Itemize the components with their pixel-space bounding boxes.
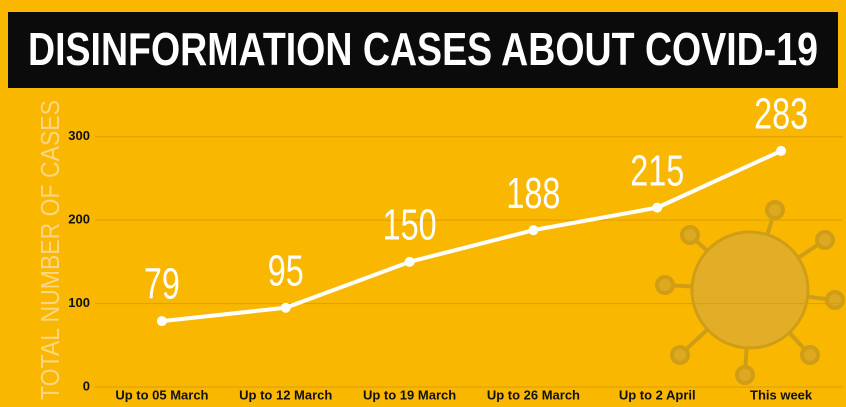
point <box>280 302 291 313</box>
data-label: 95 <box>268 246 304 295</box>
x-tick-label: This week <box>750 387 813 402</box>
data-label: 188 <box>506 169 560 218</box>
y-tick-label: 300 <box>68 128 90 143</box>
data-label: 79 <box>144 260 180 309</box>
point <box>404 256 415 267</box>
data-label: 283 <box>754 90 808 139</box>
y-axis-label: TOTAL NUMBER OF CASES <box>35 100 65 400</box>
x-tick-label: Up to 26 March <box>487 387 580 402</box>
point <box>776 145 787 156</box>
point <box>652 202 663 213</box>
y-tick-label: 0 <box>83 378 90 393</box>
x-tick-label: Up to 19 March <box>363 387 456 402</box>
chart-title: DISINFORMATION CASES ABOUT COVID-19 <box>28 23 818 75</box>
x-tick-label: Up to 2 April <box>619 387 696 402</box>
title-bar <box>8 12 838 88</box>
x-tick-label: Up to 05 March <box>115 387 208 402</box>
data-label: 215 <box>630 146 684 195</box>
point <box>528 225 539 236</box>
point <box>156 316 167 327</box>
data-label: 150 <box>383 200 437 249</box>
y-tick-label: 100 <box>68 295 90 310</box>
y-tick-label: 200 <box>68 212 90 227</box>
virus-illustration <box>655 200 845 385</box>
line <box>161 149 782 324</box>
x-tick-label: Up to 12 March <box>239 387 332 402</box>
